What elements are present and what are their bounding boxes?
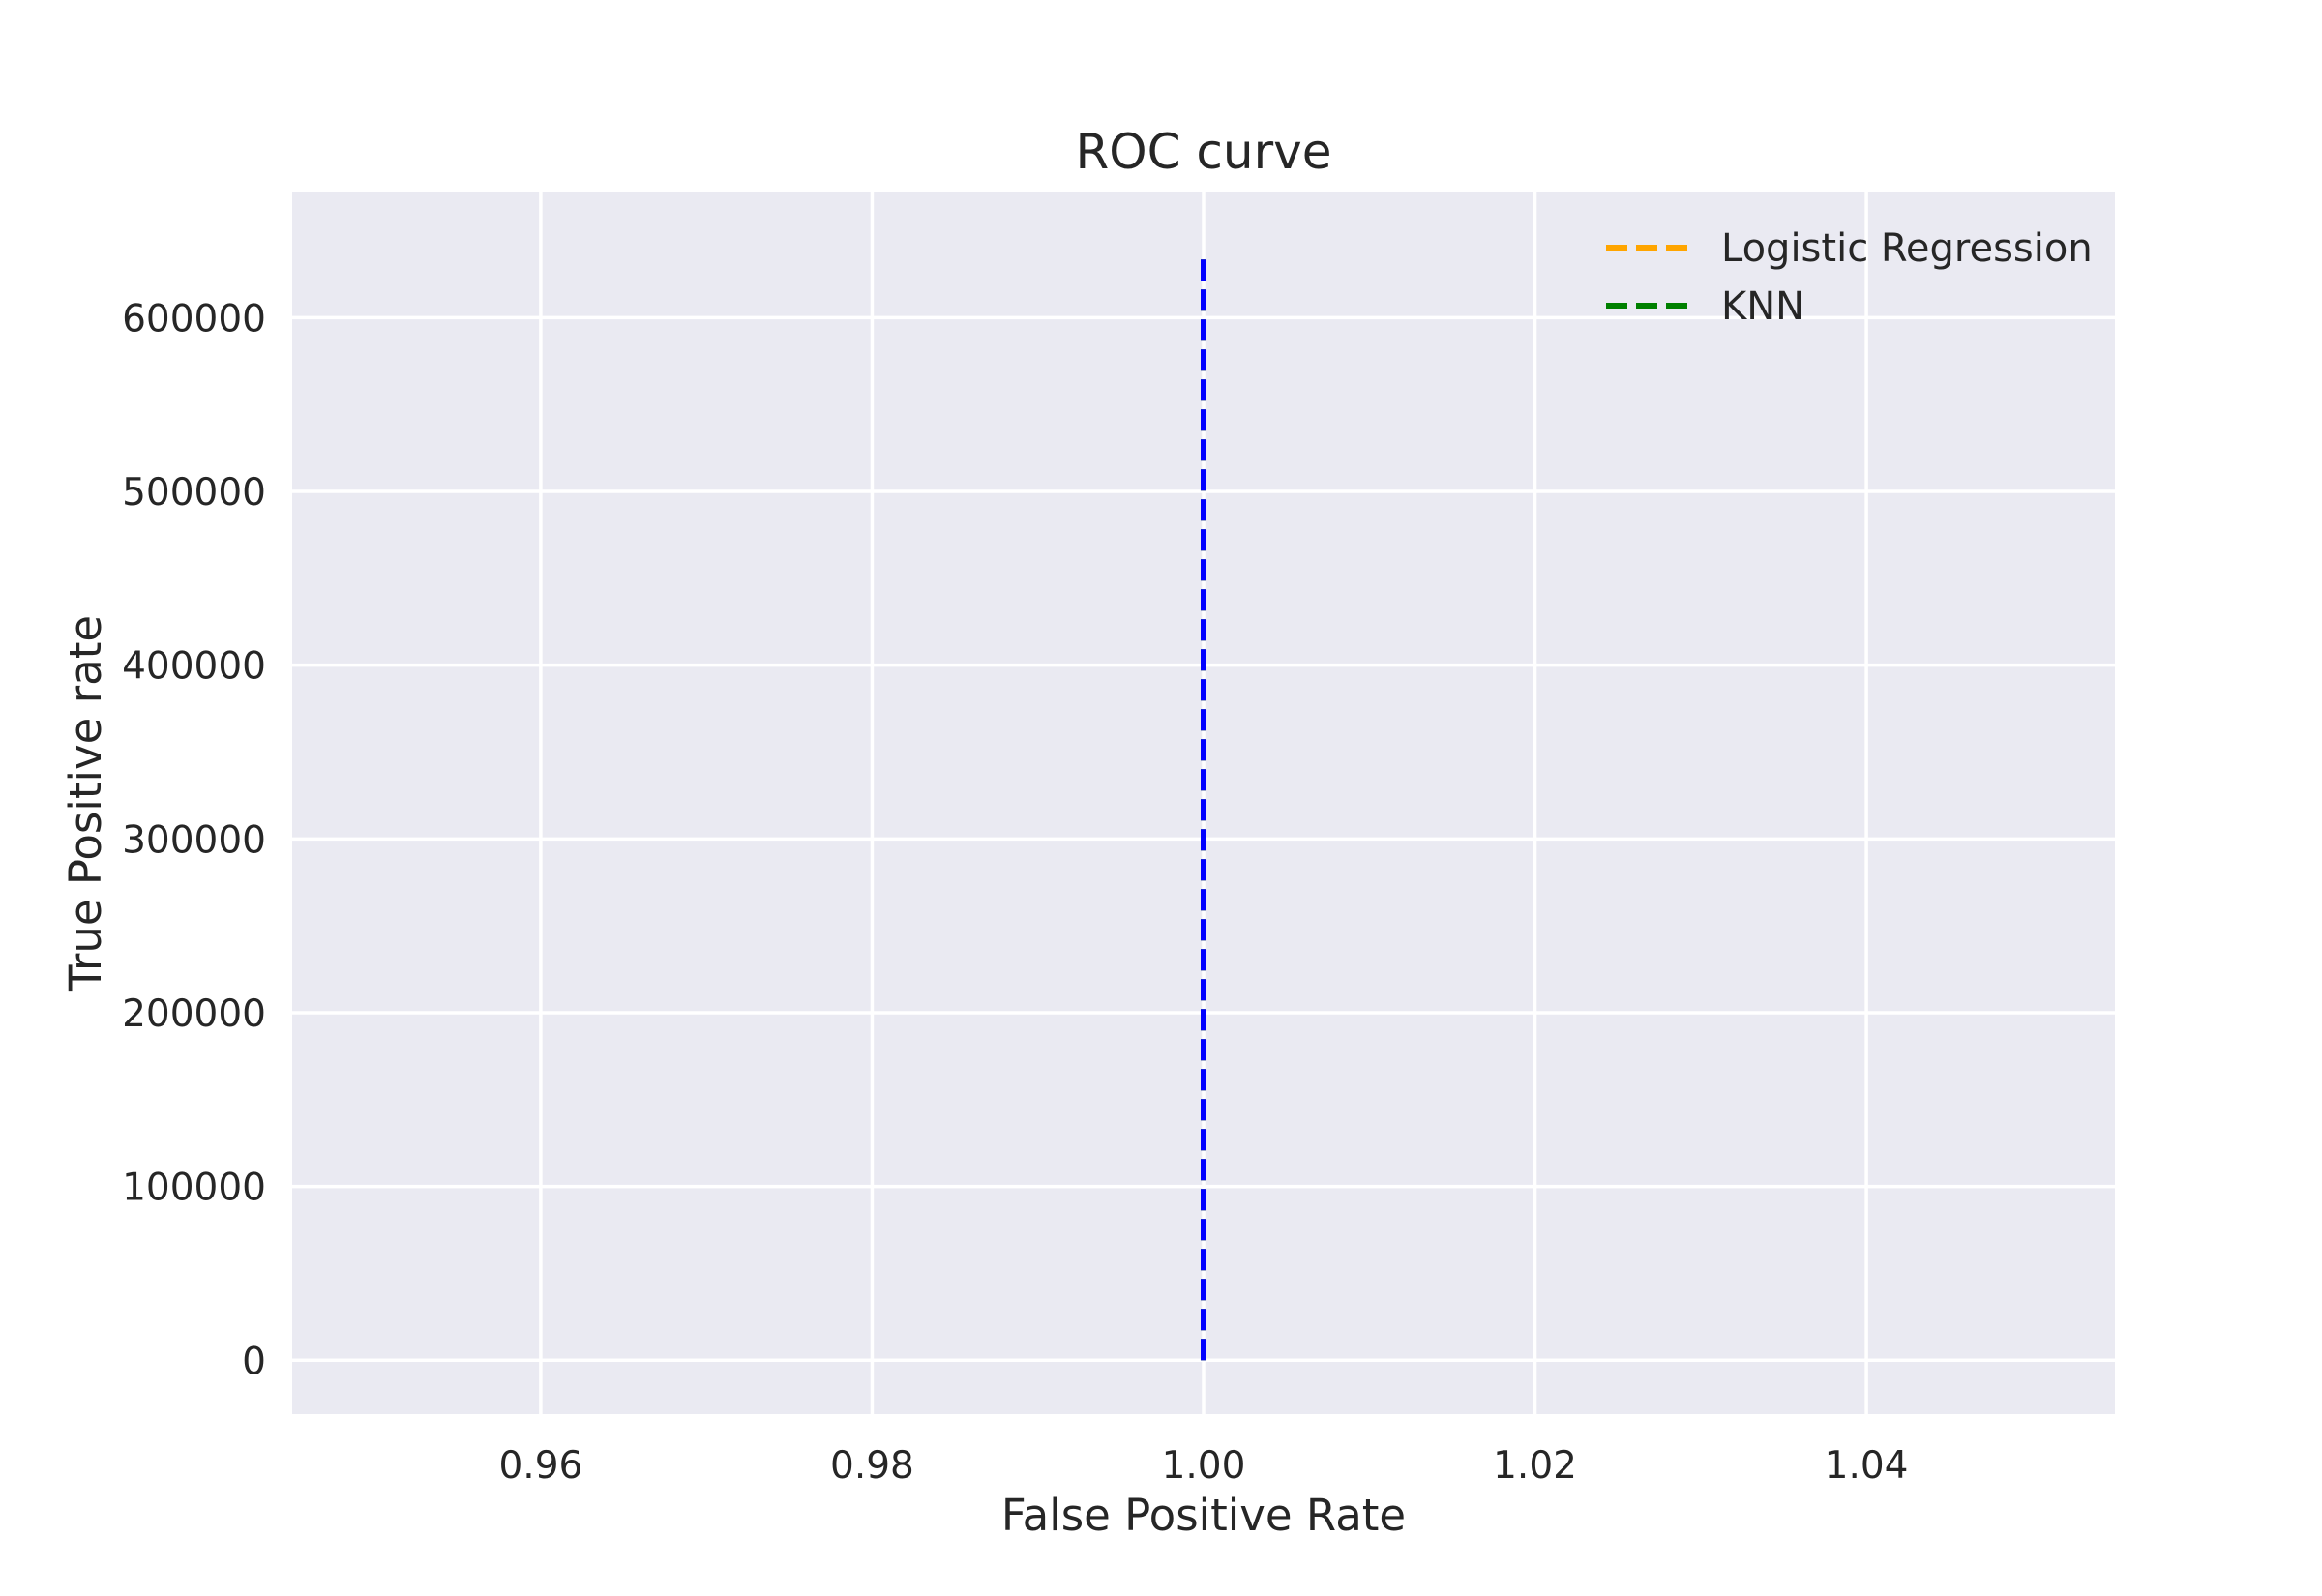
y-tick-label: 0 [242,1340,266,1383]
legend: Logistic Regression KNN [1606,226,2093,329]
x-tick-label: 1.00 [1162,1444,1246,1488]
y-axis-label: True Positive rate [60,615,111,992]
chart-title: ROC curve [1076,124,1332,180]
x-tick-labels: 0.96 0.98 1.00 1.02 1.04 [498,1444,1908,1488]
x-tick-label: 0.98 [830,1444,914,1488]
y-tick-label: 400000 [122,645,266,689]
y-tick-labels: 0 100000 200000 300000 400000 500000 600000 [122,297,266,1383]
x-tick-label: 0.96 [498,1444,582,1488]
y-tick-label: 100000 [122,1167,266,1210]
x-tick-label: 1.02 [1493,1444,1577,1488]
y-tick-label: 600000 [122,297,266,340]
x-tick-label: 1.04 [1825,1444,1909,1488]
y-tick-label: 500000 [122,471,266,515]
y-tick-label: 300000 [122,818,266,862]
y-tick-label: 200000 [122,992,266,1036]
legend-label: Logistic Regression [1721,226,2093,271]
legend-label: KNN [1721,284,1804,329]
x-axis-label: False Positive Rate [1001,1490,1406,1541]
